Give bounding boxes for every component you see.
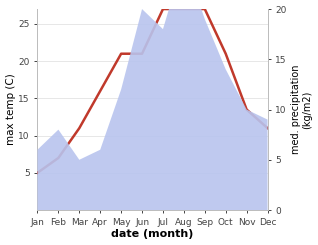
X-axis label: date (month): date (month)	[111, 230, 194, 239]
Y-axis label: max temp (C): max temp (C)	[5, 74, 16, 146]
Y-axis label: med. precipitation
(kg/m2): med. precipitation (kg/m2)	[291, 65, 313, 154]
